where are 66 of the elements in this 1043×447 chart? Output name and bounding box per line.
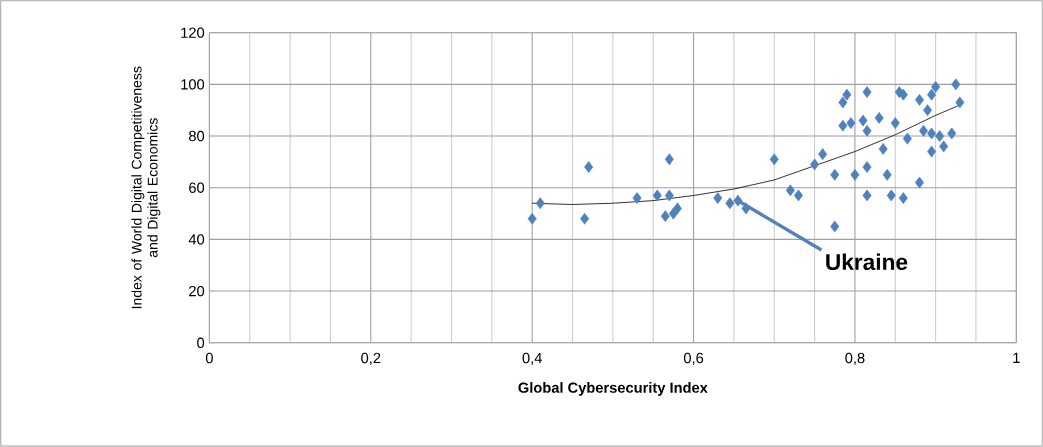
point <box>713 192 723 205</box>
point <box>785 184 795 197</box>
point <box>527 212 537 225</box>
x-tick-label: 0,6 <box>683 352 704 366</box>
point <box>882 169 892 181</box>
point <box>660 210 670 223</box>
point <box>652 189 662 202</box>
point <box>810 158 820 171</box>
point <box>927 127 937 140</box>
point <box>793 189 803 202</box>
point <box>858 114 868 127</box>
y-tick-label: 40 <box>188 234 205 245</box>
point <box>830 169 840 181</box>
point <box>830 220 840 233</box>
point <box>878 143 888 155</box>
point <box>664 153 674 166</box>
point <box>874 112 884 124</box>
point <box>846 117 856 130</box>
point <box>927 145 937 158</box>
point <box>862 189 872 202</box>
y-tick-label: 20 <box>189 286 205 297</box>
point <box>842 88 852 101</box>
point <box>850 169 860 181</box>
point <box>939 140 949 153</box>
point <box>664 189 674 202</box>
x-tick-label: 0,4 <box>522 352 542 366</box>
point <box>632 192 642 205</box>
point <box>672 202 682 215</box>
x-tick-label: 1 <box>1013 352 1020 363</box>
point <box>915 94 924 106</box>
point <box>931 81 941 93</box>
point <box>733 194 743 207</box>
point <box>725 197 735 210</box>
point <box>584 161 594 174</box>
point <box>923 104 933 117</box>
point <box>769 153 779 166</box>
point <box>580 212 590 225</box>
point <box>862 86 872 99</box>
point <box>886 189 896 202</box>
point <box>862 161 872 174</box>
point <box>838 96 848 109</box>
point <box>955 96 965 109</box>
point <box>935 130 945 142</box>
annotation: Ukraine <box>826 253 908 271</box>
y-tick-label: 0 <box>197 337 205 349</box>
x-tick-label: 0,8 <box>845 352 865 366</box>
point <box>818 148 828 161</box>
point <box>862 125 872 137</box>
point <box>838 119 848 132</box>
point <box>947 127 957 140</box>
y-tick-label: 120 <box>181 27 205 38</box>
point <box>535 197 545 210</box>
y-tick-label: 100 <box>181 79 205 90</box>
point <box>902 132 912 145</box>
point <box>898 192 908 205</box>
y-tick-label: 60 <box>189 182 205 194</box>
point <box>890 117 900 130</box>
point <box>951 78 961 91</box>
point <box>927 88 937 101</box>
point <box>741 202 751 215</box>
x-tick-label: 0 <box>205 352 213 364</box>
y-tick-label: 80 <box>189 130 205 142</box>
y-axis-title: Index of World Digital Competitiveness and Digital Economics <box>131 66 161 309</box>
x-axis-title: Global Cybersecurity Index <box>518 382 708 396</box>
point <box>919 125 928 137</box>
x-tick-label: 0,2 <box>361 352 381 366</box>
